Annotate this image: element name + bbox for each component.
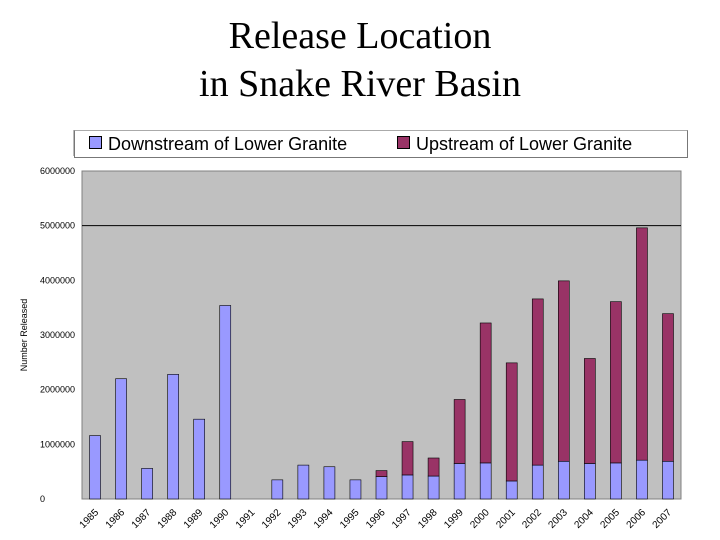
x-tick-label: 1998	[416, 507, 440, 531]
y-tick-label: 4000000	[40, 275, 75, 285]
x-tick-label: 2005	[599, 507, 623, 531]
bar-downstream	[297, 464, 310, 500]
y-tick-label: 0	[40, 494, 45, 504]
y-tick-label: 1000000	[40, 439, 75, 449]
x-tick-label: 1992	[260, 507, 284, 531]
bar-downstream	[89, 435, 101, 500]
bar-upstream	[558, 280, 570, 462]
x-tick-label: 2001	[494, 507, 518, 531]
bar-downstream	[323, 466, 336, 500]
bar-upstream	[505, 362, 518, 482]
y-tick-label: 3000000	[40, 330, 75, 340]
y-tick-label: 6000000	[40, 166, 75, 176]
bar-downstream	[115, 378, 127, 500]
x-tick-label: 1985	[78, 507, 102, 531]
legend-swatch-downstream	[89, 136, 102, 149]
bar-downstream	[558, 460, 570, 500]
x-tick-label: 2000	[468, 507, 492, 531]
bar-downstream	[427, 475, 440, 500]
x-tick-label: 2002	[520, 507, 544, 531]
x-tick-label: 1989	[182, 507, 206, 531]
bar-downstream	[141, 468, 153, 500]
x-tick-label: 1993	[286, 507, 310, 531]
bar-upstream	[375, 470, 388, 477]
x-tick-label: 1988	[156, 507, 180, 531]
legend-item-downstream: Downstream of Lower Granite	[89, 134, 347, 154]
x-tick-label: 2004	[572, 507, 596, 531]
x-tick-label: 2006	[625, 507, 649, 531]
legend-label-upstream: Upstream of Lower Granite	[416, 134, 633, 154]
bar-downstream	[193, 418, 205, 500]
bar-downstream	[610, 462, 622, 500]
bar-downstream	[584, 463, 596, 500]
bar-downstream	[349, 479, 362, 500]
legend-label-downstream: Downstream of Lower Granite	[108, 134, 348, 154]
chart-title-line-1: Release Location	[228, 15, 492, 57]
legend-item-upstream: Upstream of Lower Granite	[397, 134, 632, 154]
bar-downstream	[375, 476, 388, 500]
x-tick-label: 1994	[312, 507, 336, 531]
bar-upstream	[427, 457, 440, 477]
bar-upstream	[453, 399, 466, 464]
x-tick-label: 1996	[364, 507, 388, 531]
bar-upstream	[584, 358, 596, 464]
x-tick-label: 2003	[546, 507, 570, 531]
bar-downstream	[505, 480, 518, 500]
chart-title-line-2: in Snake River Basin	[199, 63, 521, 105]
bar-upstream	[610, 301, 622, 464]
bar-downstream	[271, 479, 284, 500]
x-tick-label: 2007	[651, 507, 675, 531]
bar-downstream	[167, 374, 179, 500]
x-tick-label: 1986	[104, 507, 128, 531]
x-tick-label: 1987	[130, 507, 154, 531]
x-tick-label: 1999	[442, 507, 466, 531]
bar-downstream	[662, 460, 674, 500]
bar-upstream	[479, 322, 492, 464]
x-tick-label: 1995	[338, 507, 362, 531]
chart-legend: Downstream of Lower Granite Upstream of …	[74, 130, 688, 158]
bar-upstream	[401, 441, 414, 476]
y-axis-label: Number Released	[19, 299, 29, 372]
x-tick-label: 1990	[208, 507, 232, 531]
bar-downstream	[453, 463, 466, 500]
bar-downstream	[479, 462, 492, 500]
bar-downstream	[531, 464, 544, 500]
bar-downstream	[636, 459, 648, 500]
bar-upstream	[662, 313, 674, 462]
y-tick-label: 2000000	[40, 385, 75, 395]
x-tick-label: 1997	[390, 507, 414, 531]
y-tick-label: 5000000	[40, 221, 75, 231]
legend-swatch-upstream	[397, 136, 410, 149]
bar-upstream	[636, 227, 648, 461]
bar-downstream	[219, 305, 232, 500]
bar-upstream	[531, 298, 544, 466]
x-tick-label: 1991	[234, 507, 258, 531]
bar-downstream	[401, 474, 414, 500]
